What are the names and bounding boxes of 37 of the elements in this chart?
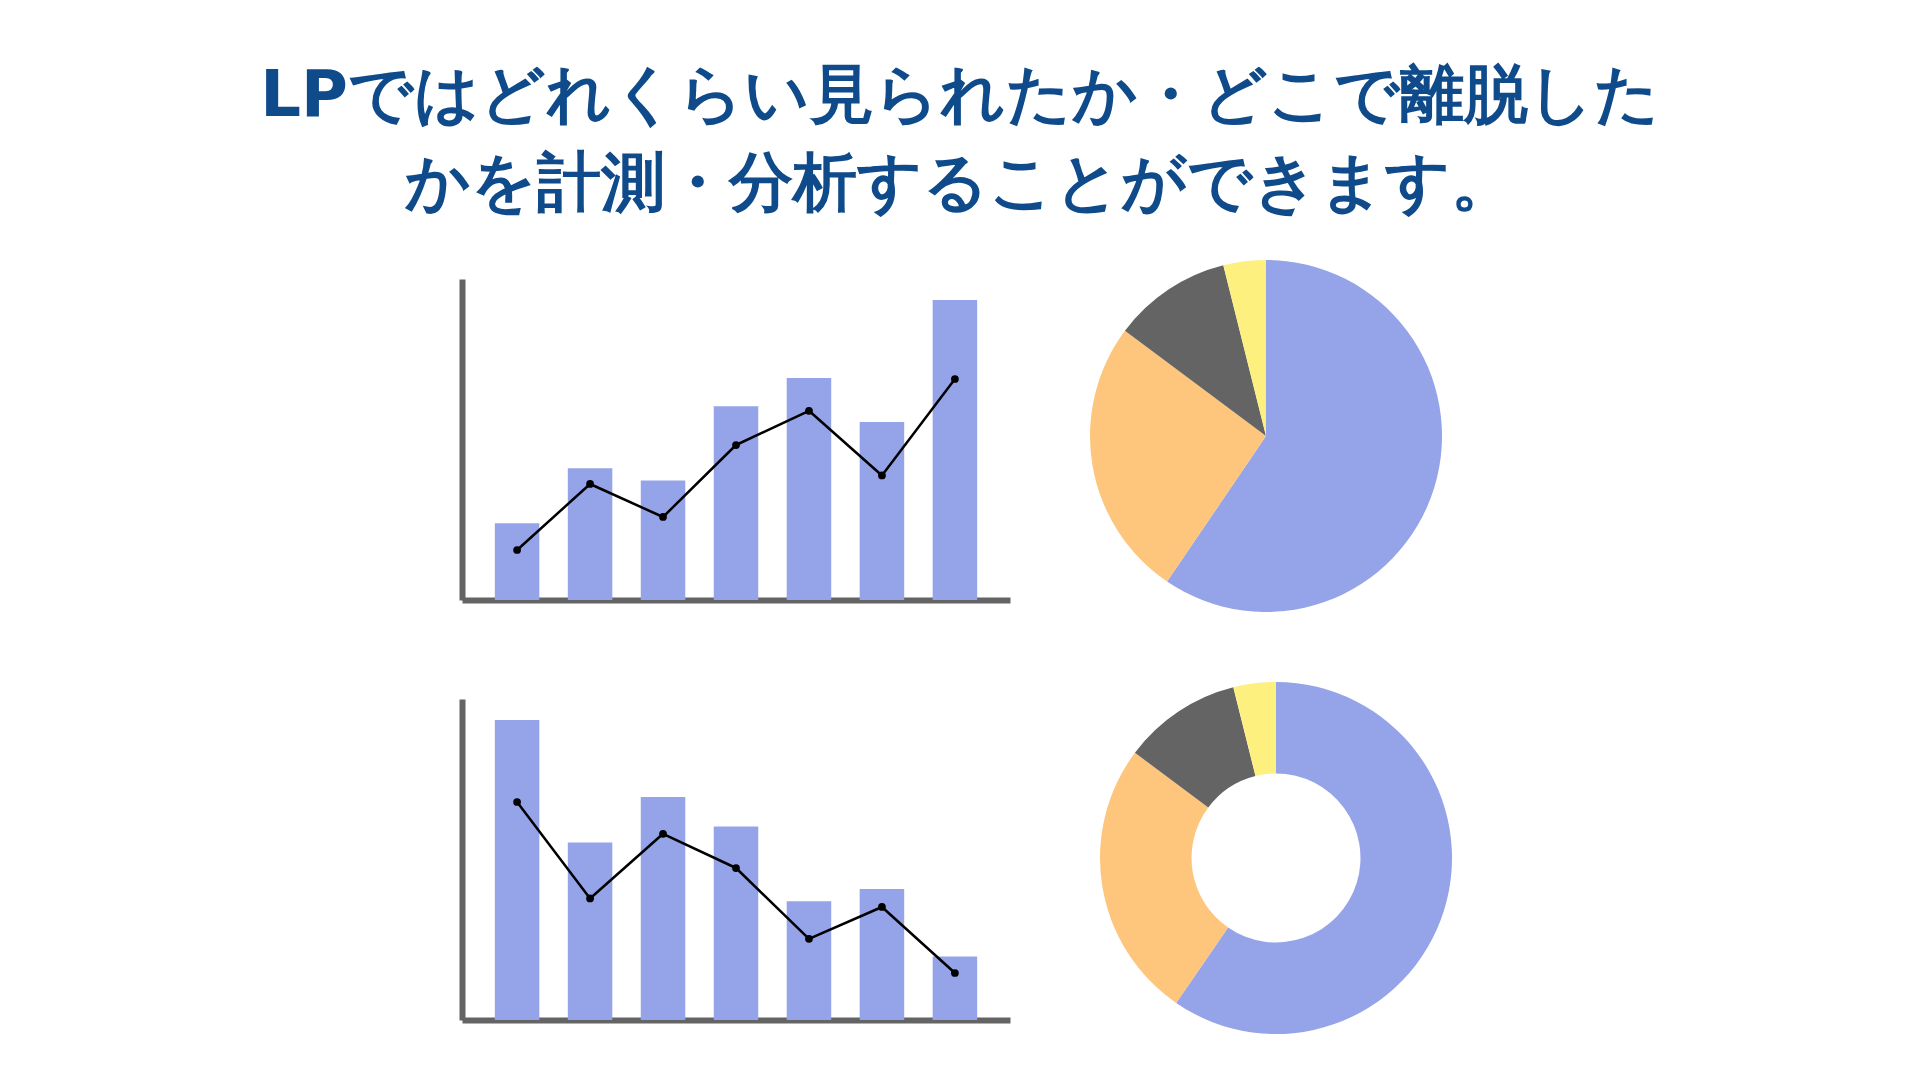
donut-slice (1134, 687, 1256, 808)
bar (640, 480, 686, 600)
point (586, 894, 594, 903)
pie-slice (1167, 260, 1442, 612)
bar (494, 720, 540, 1020)
point (805, 934, 813, 943)
pie-slice (1124, 265, 1266, 436)
point (659, 513, 667, 521)
point (732, 441, 740, 449)
point (878, 471, 886, 480)
point (586, 480, 594, 488)
bar (494, 523, 540, 600)
bar (786, 378, 832, 600)
point (951, 969, 959, 977)
bar (786, 901, 832, 1020)
donut-slice (1176, 682, 1452, 1034)
donut-slice (1233, 682, 1276, 777)
pie-slice (1223, 260, 1266, 436)
bar (859, 888, 905, 1020)
point (951, 375, 959, 383)
pie-slice (1090, 330, 1266, 582)
point (513, 798, 521, 806)
point (878, 903, 886, 911)
bar (713, 826, 759, 1020)
point (805, 406, 813, 415)
bar (713, 406, 759, 600)
bar (567, 468, 613, 600)
bar (859, 422, 905, 600)
bar (932, 956, 978, 1020)
point (659, 829, 667, 838)
bar (932, 300, 978, 600)
point (513, 546, 521, 554)
bar (567, 842, 613, 1020)
chart-title: LPではどれくらい見られたか・どこで離脱したかを計測・分析することができます。 (259, 56, 1661, 221)
point (732, 864, 740, 872)
bar (640, 797, 686, 1020)
donut-slice (1100, 752, 1229, 1003)
